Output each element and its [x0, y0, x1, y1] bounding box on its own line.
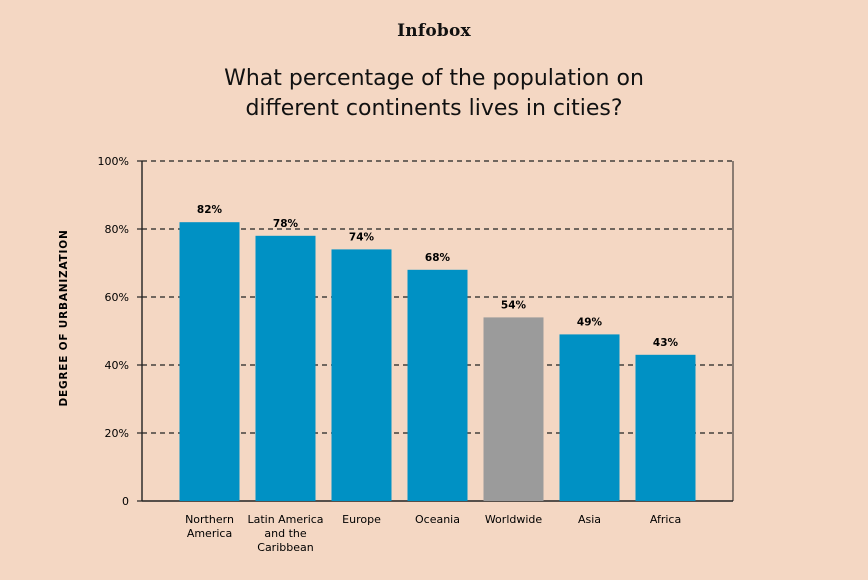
- bar: [407, 269, 468, 501]
- x-tick-label-line: and the: [264, 527, 306, 540]
- x-tick-label: Northern America: [185, 513, 234, 540]
- x-tick-label-line: Europe: [342, 513, 381, 526]
- y-tick-label: 80%: [105, 223, 129, 236]
- bar-value-label: 68%: [425, 252, 451, 264]
- y-tick-label: 100%: [98, 155, 129, 168]
- y-tick-label: 60%: [105, 291, 129, 304]
- x-tick-label: Europe: [342, 513, 381, 526]
- bar: [331, 249, 392, 501]
- bar: [483, 317, 544, 501]
- x-tick-label-line: America: [187, 527, 232, 540]
- bar-value-label: 43%: [653, 337, 679, 349]
- bar: [255, 235, 316, 502]
- bars: [179, 222, 696, 502]
- bar-value-label: 78%: [273, 218, 299, 230]
- x-tick-label: Latin America and the Caribbean: [247, 513, 323, 554]
- y-axis-label: DEGREE OF URBANIZATION: [58, 229, 70, 406]
- bar: [635, 354, 696, 501]
- bar-value-label: 54%: [501, 299, 527, 311]
- chart-title-line-1: What percentage of the population on: [224, 66, 644, 91]
- bar-value-label: 49%: [577, 316, 603, 328]
- brand-name: Infobox: [397, 21, 471, 41]
- chart-title-line-2: different continents lives in cities?: [245, 96, 623, 121]
- x-tick-label: Africa: [650, 513, 681, 526]
- y-tick-label: 20%: [105, 427, 129, 440]
- x-tick-label: Worldwide: [485, 513, 543, 526]
- y-tick-label: 0: [122, 495, 129, 508]
- bar: [559, 334, 620, 501]
- x-tick-label-line: Worldwide: [485, 513, 543, 526]
- x-tick-label-line: Africa: [650, 513, 681, 526]
- x-tick-label-line: Asia: [578, 513, 601, 526]
- chart-title: What percentage of the population on dif…: [0, 64, 868, 124]
- x-tick-label-line: Latin America: [247, 513, 323, 526]
- x-tick-label: Asia: [578, 513, 601, 526]
- bar: [179, 222, 240, 501]
- x-tick-label-line: Caribbean: [257, 541, 313, 554]
- x-tick-label-line: Oceania: [415, 513, 460, 526]
- y-tick-label: 40%: [105, 359, 129, 372]
- y-tick-labels: 0 20% 40% 60% 80% 100%: [98, 155, 129, 508]
- x-tick-label-line: Northern: [185, 513, 234, 526]
- bar-value-label: 74%: [349, 231, 375, 243]
- value-labels: 82% 78% 74% 68% 54% 49% 43%: [197, 204, 679, 349]
- x-tick-labels: Northern America Latin America and the Carib…: [185, 513, 681, 554]
- x-tick-label: Oceania: [415, 513, 460, 526]
- bar-value-label: 82%: [197, 204, 223, 216]
